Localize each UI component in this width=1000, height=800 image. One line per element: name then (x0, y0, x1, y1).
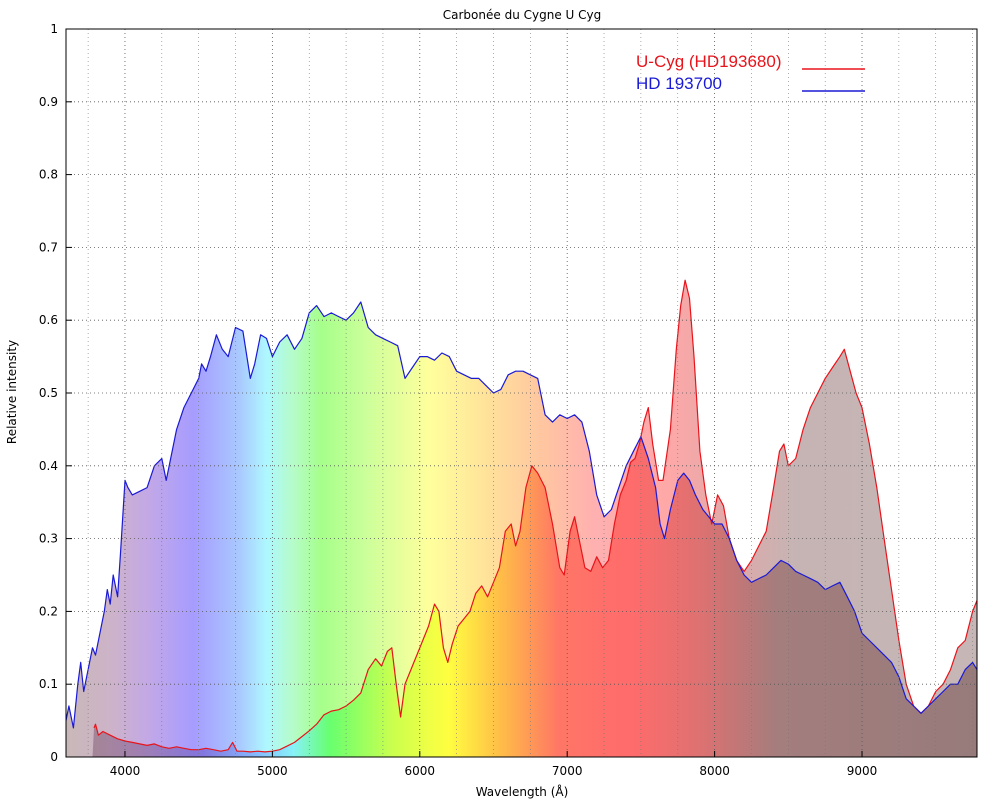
legend: U-Cyg (HD193680) HD 193700 (636, 52, 865, 93)
y-tick-label: 0.4 (39, 459, 58, 473)
y-tick-label: 0.7 (39, 240, 58, 254)
y-tick-label: 0.8 (39, 168, 58, 182)
y-tick-label: 1 (50, 22, 58, 36)
legend-label-series-1: U-Cyg (HD193680) (636, 52, 782, 71)
x-tick-label: 8000 (699, 764, 730, 778)
x-tick-label: 6000 (405, 764, 436, 778)
series-line-2 (66, 301, 977, 729)
legend-label-series-2: HD 193700 (636, 74, 722, 93)
y-tick-label: 0.2 (39, 604, 58, 618)
y-tick-label: 0.3 (39, 532, 58, 546)
y-tick-label: 0.1 (39, 677, 58, 691)
overlap-fill-area (66, 436, 977, 757)
y-tick-label: 0 (50, 750, 58, 764)
x-tick-label: 4000 (110, 764, 141, 778)
x-axis-label: Wavelength (Å) (476, 784, 569, 799)
x-tick-label: 5000 (257, 764, 288, 778)
x-tick-label: 7000 (552, 764, 583, 778)
y-tick-label: 0.9 (39, 95, 58, 109)
chart-title: Carbonée du Cygne U Cyg (443, 8, 601, 22)
y-tick-label: 0.6 (39, 313, 58, 327)
y-axis-label: Relative intensity (5, 340, 19, 444)
y-tick-label: 0.5 (39, 386, 58, 400)
x-tick-label: 9000 (847, 764, 878, 778)
series-line-1 (93, 279, 977, 753)
